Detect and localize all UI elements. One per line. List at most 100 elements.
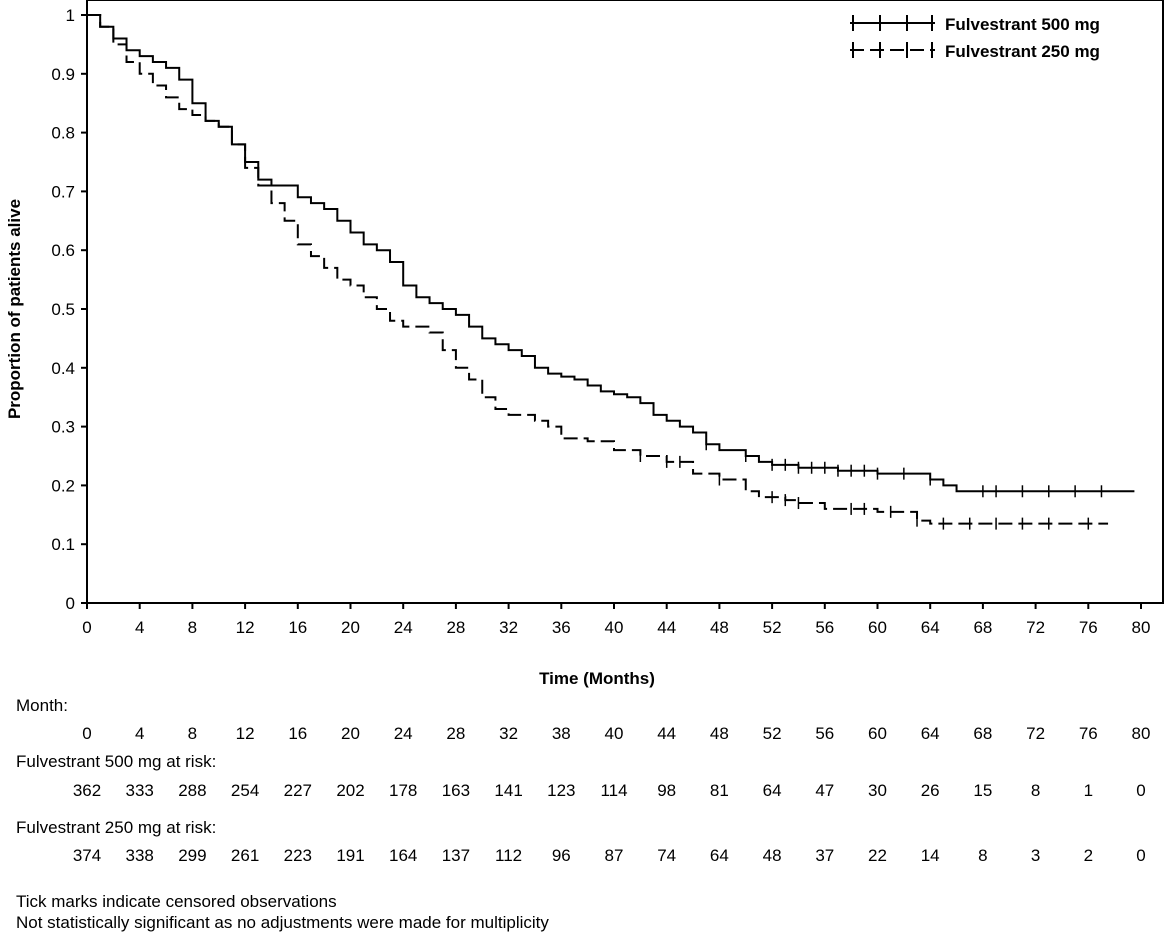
x-tick-label: 40 <box>605 618 624 637</box>
risk-cell: 98 <box>657 781 677 800</box>
risk-cell: 74 <box>657 846 677 865</box>
risk-cell: 38 <box>551 724 571 743</box>
x-tick-label: 28 <box>446 618 465 637</box>
risk-cell: 163 <box>441 781 471 800</box>
risk-cell: 254 <box>230 781 260 800</box>
risk-cell: 26 <box>920 781 940 800</box>
x-axis-label: Time (Months) <box>539 669 655 688</box>
x-tick-label: 4 <box>135 618 144 637</box>
risk-cell: 338 <box>125 846 154 865</box>
survival-curve-500mg <box>87 14 1135 493</box>
x-tick-label: 68 <box>973 618 992 637</box>
risk-cell: 87 <box>604 846 624 865</box>
x-tick-label: 60 <box>868 618 887 637</box>
risk-cell: 64 <box>762 781 782 800</box>
risk-cell: 22 <box>868 846 887 865</box>
risk-cell: 80 <box>1131 724 1151 743</box>
risk-cell: 47 <box>815 781 835 800</box>
risk-cell: 48 <box>762 846 782 865</box>
risk-cell: 227 <box>283 781 312 800</box>
y-tick-label: 0.6 <box>51 241 75 260</box>
risk-cell: 32 <box>499 724 519 743</box>
risk-cell: 288 <box>178 781 207 800</box>
x-tick-label: 44 <box>657 618 676 637</box>
risk-cell: 191 <box>336 846 365 865</box>
risk-cell: 68 <box>973 724 993 743</box>
risk-cell: 72 <box>1026 724 1046 743</box>
x-tick-label: 24 <box>394 618 413 637</box>
risk-cell: 0 <box>1136 781 1146 800</box>
risk-cell: 2 <box>1083 846 1094 865</box>
risk-cell: 16 <box>288 724 308 743</box>
risk-cell: 60 <box>868 724 887 743</box>
legend-label-500: Fulvestrant 500 mg <box>945 15 1100 34</box>
risk-cell: 0 <box>1136 846 1146 865</box>
x-tick-label: 20 <box>341 618 360 637</box>
risk-cell: 223 <box>283 846 312 865</box>
risk-cell: 40 <box>604 724 624 743</box>
risk-cell: 0 <box>82 724 92 743</box>
legend-label-250: Fulvestrant 250 mg <box>945 42 1100 61</box>
survival-curve-250mg <box>87 14 1109 525</box>
risk-cell: 3 <box>1030 846 1041 865</box>
x-tick-label: 48 <box>710 618 729 637</box>
x-tick-label: 8 <box>188 618 197 637</box>
risk-cell: 64 <box>920 724 940 743</box>
risk-cell: 52 <box>762 724 782 743</box>
risk-cell: 299 <box>178 846 207 865</box>
risk-cell: 8 <box>978 846 988 865</box>
x-tick-label: 36 <box>552 618 571 637</box>
risk-cell: 178 <box>389 781 418 800</box>
y-tick-label: 0.7 <box>51 182 75 201</box>
x-tick-label: 52 <box>763 618 782 637</box>
plot-frame <box>86 0 1164 604</box>
risk-cell: 333 <box>125 781 154 800</box>
y-tick-label: 1 <box>66 6 75 25</box>
y-tick-label: 0.1 <box>51 535 75 554</box>
risk-cell: 112 <box>495 846 523 865</box>
y-axis-label: Proportion of patients alive <box>5 199 24 419</box>
risk-cell: 28 <box>446 724 466 743</box>
x-tick-label: 80 <box>1132 618 1151 637</box>
x-tick-label: 16 <box>288 618 307 637</box>
y-tick-label: 0.8 <box>51 124 75 143</box>
risk-cell: 48 <box>709 724 729 743</box>
risk-cell: 4 <box>134 724 145 743</box>
x-tick-label: 56 <box>815 618 834 637</box>
x-tick-label: 64 <box>921 618 940 637</box>
y-tick-label: 0.3 <box>51 418 75 437</box>
risk-cell: 76 <box>1078 724 1098 743</box>
y-tick-label: 0.4 <box>51 359 75 378</box>
risk-cell: 56 <box>815 724 835 743</box>
risk-cell: 141 <box>494 781 523 800</box>
risk-cell: 362 <box>72 781 102 800</box>
risk-cell: 44 <box>657 724 677 743</box>
x-tick-label: 32 <box>499 618 518 637</box>
footnote-censor: Tick marks indicate censored observation… <box>16 892 337 911</box>
km-chart: Proportion of patients alive Time (Month… <box>5 0 1164 688</box>
risk-cell: 24 <box>393 724 413 743</box>
risk-label-250: Fulvestrant 250 mg at risk: <box>16 818 217 837</box>
risk-cell: 37 <box>815 846 835 865</box>
risk-cell: 8 <box>1030 781 1041 800</box>
risk-cell: 81 <box>709 781 729 800</box>
risk-cell: 14 <box>920 846 940 865</box>
risk-cell: 15 <box>973 781 993 800</box>
y-tick-label: 0.9 <box>51 65 75 84</box>
legend: Fulvestrant 500 mg Fulvestrant 250 mg <box>945 15 1100 61</box>
x-tick-label: 76 <box>1079 618 1098 637</box>
y-tick-label: 0.5 <box>51 300 75 319</box>
risk-cell: 8 <box>187 724 198 743</box>
risk-cell: 96 <box>551 846 571 865</box>
risk-cell: 20 <box>341 724 360 743</box>
risk-cell: 164 <box>389 846 418 865</box>
x-tick-label: 12 <box>236 618 255 637</box>
risk-cell: 261 <box>230 846 260 865</box>
risk-cell: 202 <box>336 781 365 800</box>
risk-cell: 114 <box>600 781 628 800</box>
x-tick-label: 72 <box>1026 618 1045 637</box>
risk-cell: 1 <box>1083 781 1094 800</box>
risk-cell: 374 <box>72 846 102 865</box>
risk-cell: 30 <box>868 781 887 800</box>
